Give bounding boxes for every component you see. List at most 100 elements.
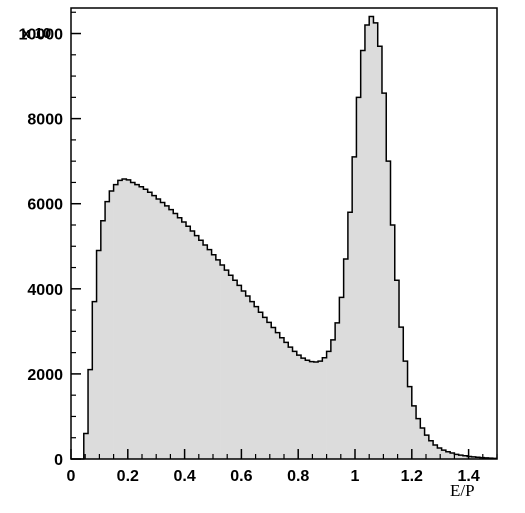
- histogram-bin: [134, 184, 140, 459]
- histogram-bin: [339, 297, 344, 459]
- histogram-bin: [377, 46, 383, 459]
- histogram-bin: [130, 182, 136, 459]
- histogram-bin: [420, 427, 425, 459]
- histogram-bin: [207, 249, 212, 459]
- histogram-bin: [335, 322, 340, 459]
- x-tick-label: 1: [351, 468, 360, 485]
- x-axis-title: E/P: [450, 481, 475, 500]
- histogram-bin: [275, 332, 281, 459]
- histogram-bin: [241, 290, 246, 459]
- histogram-bin: [279, 337, 285, 459]
- histogram-bin: [83, 433, 89, 459]
- y-tick-label: 6000: [27, 197, 63, 214]
- histogram-bin: [186, 226, 191, 459]
- histogram-bin: [224, 270, 229, 459]
- histogram-bin: [381, 93, 387, 459]
- histogram-bin: [190, 230, 195, 459]
- y-tick-label: 10000: [19, 27, 64, 44]
- histogram-bin: [198, 240, 204, 459]
- histogram-bin: [305, 360, 310, 459]
- histogram-bin: [143, 189, 148, 459]
- histogram-bin: [96, 250, 102, 459]
- histogram-bin: [356, 97, 361, 459]
- histogram-bin: [330, 339, 336, 459]
- histogram-bin: [126, 179, 131, 459]
- histogram-bin: [462, 455, 468, 459]
- x-tick-label: 0.4: [173, 468, 195, 485]
- histogram-bin: [386, 161, 391, 460]
- histogram-bin: [220, 264, 225, 459]
- y-tick-label: 0: [54, 452, 63, 469]
- histogram-bin: [399, 327, 404, 459]
- histogram-bin: [181, 222, 187, 459]
- histogram-bin: [164, 205, 170, 459]
- histogram-bin: [254, 306, 259, 459]
- histogram-bin: [237, 285, 242, 459]
- histogram-bin: [437, 447, 442, 459]
- histogram-bin: [88, 369, 93, 459]
- histogram-bin: [360, 50, 366, 460]
- histogram-bin: [467, 456, 472, 459]
- y-tick-label: 4000: [27, 282, 63, 299]
- histogram-bin: [232, 280, 238, 459]
- histogram-bin: [403, 361, 408, 459]
- histogram-bin: [160, 202, 166, 459]
- y-tick-label: 8000: [27, 112, 63, 129]
- histogram-bin: [117, 180, 123, 459]
- histogram-bin: [177, 217, 183, 459]
- x-tick-label: 0.6: [230, 468, 252, 485]
- histogram-bin: [296, 355, 302, 459]
- histogram-bin: [258, 312, 263, 459]
- histogram-bin: [109, 190, 114, 459]
- y-axis: 0 2000 4000 6000 8000 10000: [19, 11, 81, 469]
- histogram-bin: [105, 201, 110, 459]
- histogram-bin: [292, 351, 298, 459]
- histogram-bin: [394, 280, 400, 459]
- x-axis: 0 0.2 0.4 0.6 0.8 1 1.2 1.4: [67, 449, 498, 485]
- histogram-bin: [454, 454, 459, 459]
- histogram-bin: [364, 25, 370, 460]
- x-tick-label: 0.8: [287, 468, 309, 485]
- histogram-bin: [245, 296, 251, 459]
- histogram-bin: [411, 405, 417, 459]
- histogram-bin: [445, 451, 451, 459]
- histogram-bin: [271, 327, 276, 459]
- histogram-bin: [168, 209, 174, 459]
- histogram-bin: [322, 357, 327, 459]
- histogram-bin: [228, 275, 234, 459]
- plot-area: [71, 15, 498, 460]
- histogram-bin: [156, 199, 161, 460]
- histogram-bin: [151, 195, 157, 459]
- histogram-bin: [215, 259, 221, 459]
- histogram-bin: [343, 259, 349, 459]
- histogram-bin: [288, 347, 293, 459]
- histogram-bin: [284, 342, 289, 459]
- histogram-bin: [390, 224, 396, 459]
- histogram-bin: [416, 418, 421, 459]
- histogram-bin: [352, 156, 357, 460]
- histogram-bin: [211, 254, 217, 459]
- x-tick-label: 1.4: [457, 468, 479, 485]
- histogram-bin: [373, 22, 379, 459]
- histogram-bin: [313, 361, 319, 459]
- histogram-bin: [441, 450, 447, 459]
- histogram-outline: [71, 15, 497, 460]
- histogram-bin: [203, 244, 208, 459]
- histogram-bin: [475, 457, 481, 459]
- histogram-bin: [424, 435, 430, 459]
- histogram-bin: [326, 351, 332, 459]
- histogram-bin: [100, 220, 106, 459]
- histogram-bin: [471, 456, 476, 459]
- histogram-bin: [92, 301, 97, 459]
- x-tick-label: 0.2: [117, 468, 139, 485]
- histogram-bin: [407, 386, 413, 459]
- histogram-bin: [139, 186, 144, 459]
- histogram-bin: [369, 16, 374, 459]
- histogram-bin: [428, 440, 434, 459]
- histogram-bin: [301, 358, 306, 459]
- histogram-bin: [318, 361, 323, 459]
- x-tick-label: 1.2: [401, 468, 423, 485]
- histogram-bin: [122, 179, 127, 460]
- histogram-bin: [309, 361, 315, 459]
